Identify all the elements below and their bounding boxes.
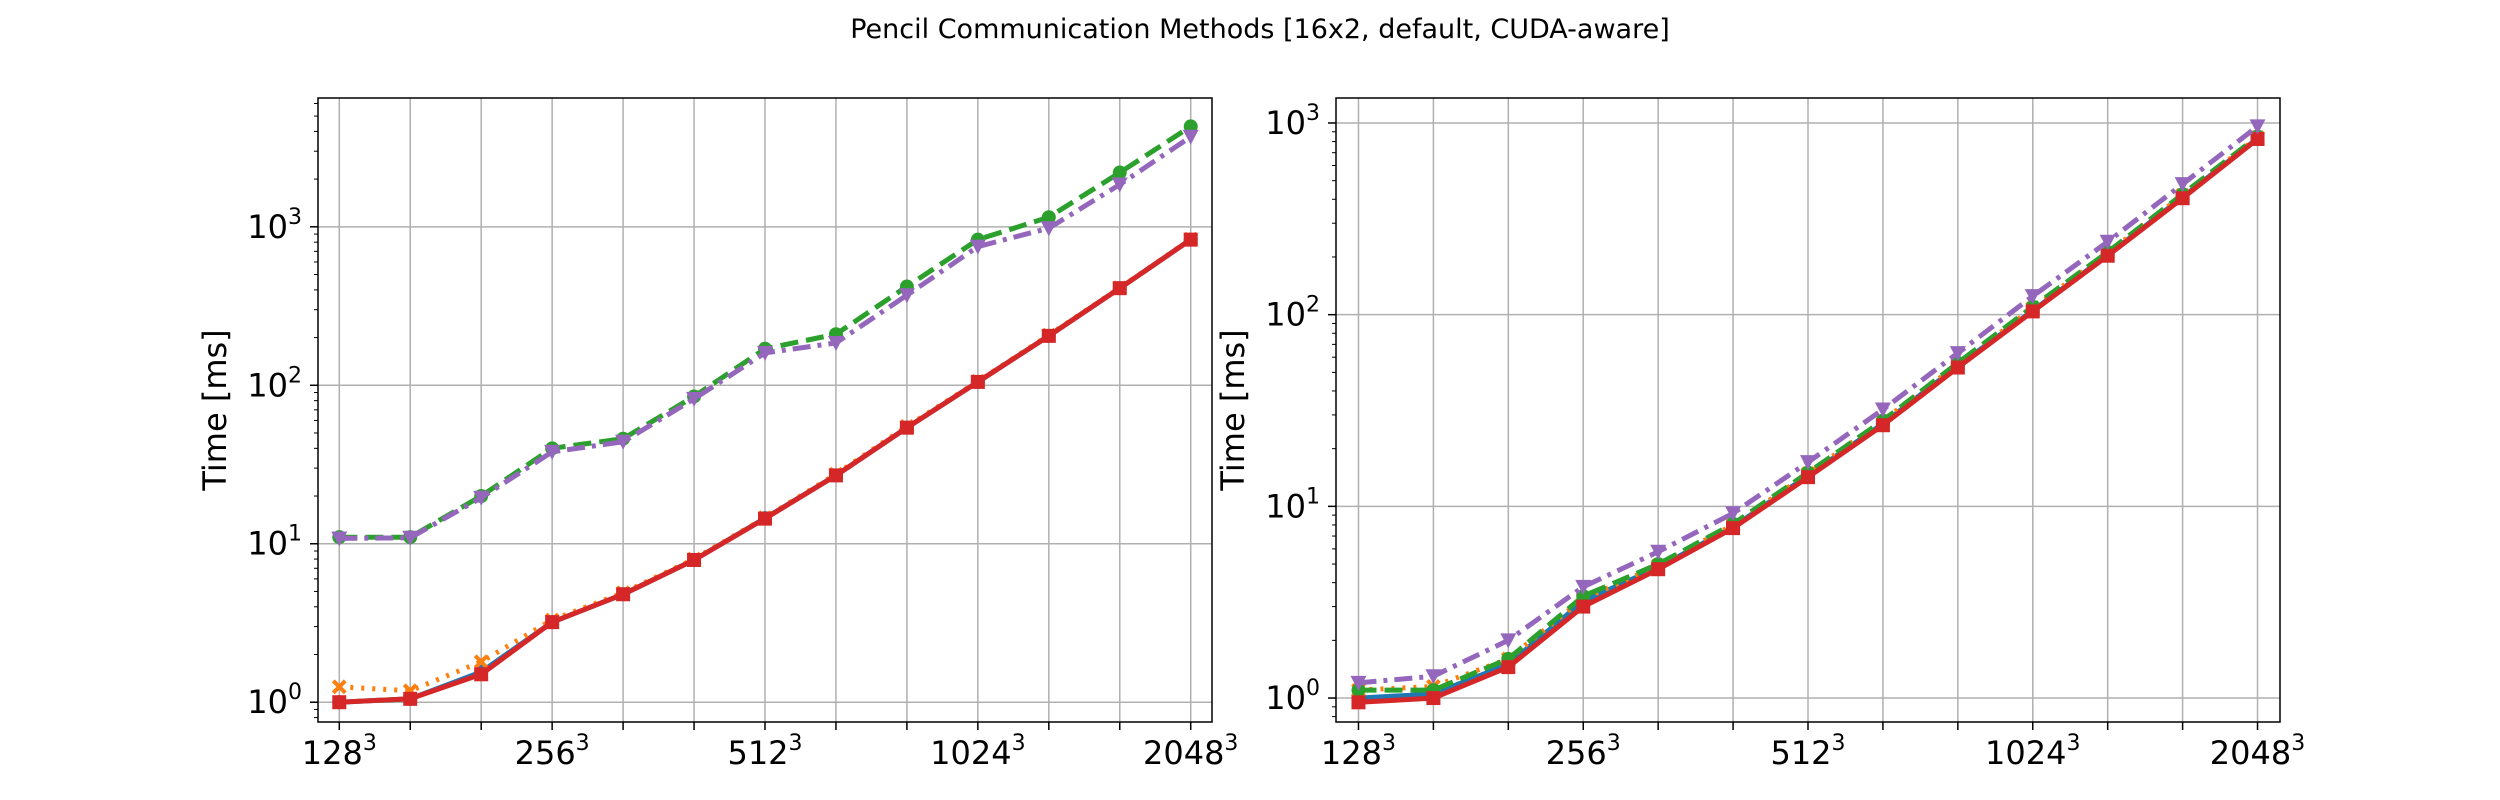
x-tick-label: 20483 <box>1143 731 1238 772</box>
data-point <box>2249 119 2266 135</box>
data-point <box>1111 177 1128 193</box>
series-4 <box>332 232 1198 710</box>
data-point <box>332 695 347 710</box>
data-point <box>331 679 347 695</box>
data-point <box>1950 360 1965 375</box>
data-point <box>544 444 561 460</box>
data-point <box>1949 346 1966 362</box>
x-tick-label: 10243 <box>930 731 1025 772</box>
data-point <box>2024 289 2041 305</box>
data-point <box>1500 633 1517 649</box>
x-tick-label: 1283 <box>1321 731 1396 772</box>
data-point <box>2174 177 2191 193</box>
y-tick-label: 101 <box>1265 484 1320 525</box>
y-tick-label: 100 <box>247 680 302 721</box>
series-5 <box>1350 119 2266 691</box>
chart-1: 1283 2563 5123 10243 20483 100 101 102 103 Time [… <box>196 97 1238 772</box>
data-point <box>758 511 772 526</box>
data-point <box>1801 470 1815 485</box>
data-point <box>969 239 986 255</box>
data-point <box>1800 455 1816 471</box>
y-tick-label: 100 <box>1265 676 1320 717</box>
data-point <box>2100 248 2115 263</box>
data-point <box>1041 328 1056 343</box>
y-tick-label: 102 <box>1265 293 1320 334</box>
data-point <box>473 490 490 506</box>
data-point <box>1575 579 1592 595</box>
data-point <box>827 335 844 351</box>
data-point <box>1650 544 1667 560</box>
data-point <box>616 587 631 602</box>
data-point <box>2099 234 2116 250</box>
data-point <box>1351 695 1366 710</box>
data-point <box>686 391 703 407</box>
data-point <box>615 434 632 450</box>
data-point <box>1875 418 1890 433</box>
y-tick-label: 101 <box>247 522 302 563</box>
x-tick-label: 2563 <box>515 731 590 772</box>
data-point <box>1725 506 1742 522</box>
data-point <box>1425 669 1442 685</box>
data-point <box>1501 660 1516 675</box>
data-point <box>1874 402 1891 418</box>
x-tick-label: 10243 <box>1985 731 2080 772</box>
x-tick-label: 20483 <box>2210 731 2305 772</box>
x-tick-label: 5123 <box>727 731 802 772</box>
data-point <box>403 691 418 706</box>
data-point <box>545 615 560 630</box>
series-5 <box>331 129 1199 547</box>
data-point <box>2250 131 2265 146</box>
x-tick-label: 1283 <box>302 731 377 772</box>
data-point <box>898 288 915 304</box>
data-point <box>1041 210 1056 225</box>
data-point <box>402 530 419 546</box>
y-axis-label: Time [ms] <box>196 329 234 491</box>
plot-frame <box>317 97 1213 723</box>
x-tick-label: 2563 <box>1546 731 1621 772</box>
data-point <box>1183 232 1198 247</box>
data-point <box>1426 691 1441 706</box>
data-point <box>970 374 985 389</box>
data-point <box>474 667 489 682</box>
data-point <box>1182 129 1199 145</box>
y-tick-label: 102 <box>247 363 302 404</box>
data-point <box>1112 281 1127 296</box>
data-point <box>757 345 773 361</box>
data-point <box>828 468 843 483</box>
x-tick-label: 5123 <box>1770 731 1845 772</box>
chart-2: 1283 2563 5123 10243 20483 100 101 102 103 Time [… <box>1214 97 2305 772</box>
data-point <box>687 552 702 567</box>
data-point <box>1350 675 1367 691</box>
data-point <box>2175 191 2190 206</box>
data-point <box>2025 304 2040 319</box>
plot-frame <box>1335 97 2281 723</box>
data-point <box>1651 562 1666 577</box>
figure-title: Pencil Communication Methods [16x2, defa… <box>850 14 1670 45</box>
data-point <box>1576 599 1591 614</box>
y-tick-label: 103 <box>247 205 302 246</box>
data-point <box>1112 165 1127 180</box>
data-point <box>331 531 348 547</box>
data-point <box>1040 221 1057 237</box>
data-point <box>899 420 914 435</box>
data-point <box>1726 521 1741 536</box>
y-tick-label: 103 <box>1265 101 1320 142</box>
y-axis-label: Time [ms] <box>1214 329 1252 491</box>
series-4 <box>1351 131 2265 710</box>
data-point <box>473 654 489 670</box>
